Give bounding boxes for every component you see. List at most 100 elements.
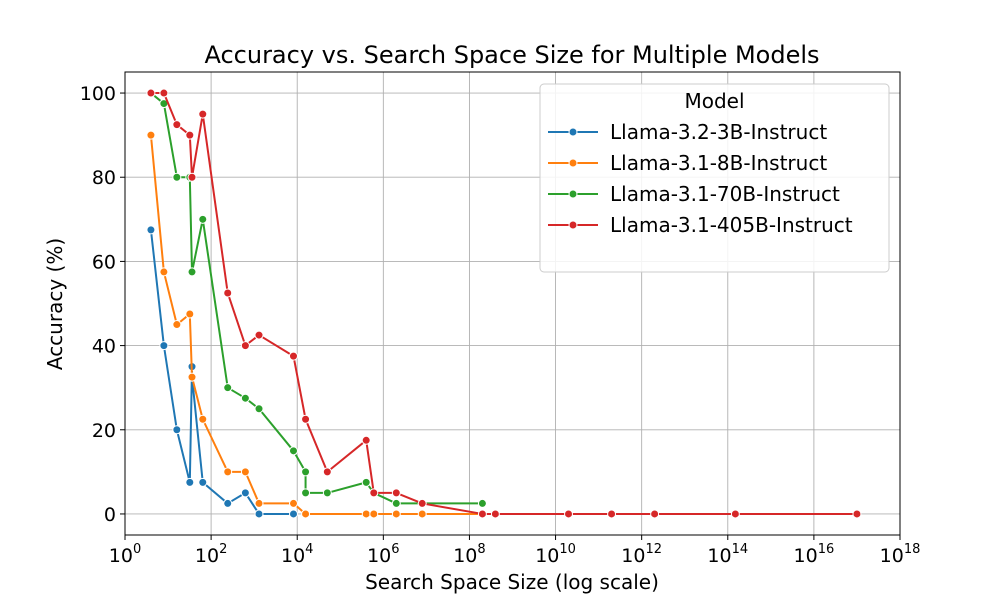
series-layer: [146, 88, 862, 519]
data-point: [417, 498, 427, 508]
data-point: [369, 509, 379, 519]
legend-item: Llama-3.2-3B-Instruct: [548, 120, 827, 144]
data-point: [288, 509, 298, 519]
x-tick-label: 102: [195, 542, 227, 567]
legend: Model Llama-3.2-3B-Instruct Llama-3.1-8B-I…: [539, 83, 890, 273]
legend-item: Llama-3.1-8B-Instruct: [548, 151, 827, 175]
y-tick-label: 60: [92, 251, 116, 273]
data-point: [852, 509, 862, 519]
data-point: [391, 498, 401, 508]
x-tick-exponent: 0: [133, 542, 141, 557]
data-point: [564, 509, 574, 519]
data-point: [417, 509, 427, 519]
y-tick-label: 40: [92, 336, 116, 358]
data-point: [288, 351, 298, 361]
data-point: [198, 414, 208, 424]
data-point: [322, 488, 332, 498]
y-tick-label: 100: [80, 83, 116, 105]
data-point: [172, 320, 182, 330]
data-point: [146, 225, 156, 235]
plot-frame: [124, 71, 901, 536]
data-point: [185, 309, 195, 319]
data-point: [223, 383, 233, 393]
x-tick-base: 10: [535, 545, 559, 567]
x-tick-base: 10: [621, 545, 645, 567]
series-line: [149, 135, 483, 515]
x-tick-base: 10: [794, 545, 818, 567]
legend-box: [539, 83, 890, 273]
data-point: [240, 467, 250, 477]
x-tick-label: 1016: [794, 542, 835, 567]
x-tick-label: 1018: [880, 542, 921, 567]
data-point: [187, 172, 197, 182]
series-llama-3-1-8b-instruct: [146, 130, 487, 519]
x-tick-base: 10: [109, 545, 133, 567]
data-point: [288, 446, 298, 456]
data-point: [198, 214, 208, 224]
legend-item: Llama-3.1-405B-Instruct: [548, 213, 853, 237]
data-point: [301, 467, 311, 477]
data-point: [254, 498, 264, 508]
legend-swatch-marker: [568, 158, 578, 168]
data-point: [254, 404, 264, 414]
data-point: [172, 425, 182, 435]
data-point: [240, 393, 250, 403]
data-point: [159, 341, 169, 351]
data-point: [223, 288, 233, 298]
data-point: [361, 477, 371, 487]
x-tick-label: 1010: [535, 542, 576, 567]
data-point: [477, 509, 487, 519]
data-point: [301, 488, 311, 498]
x-tick-exponent: 6: [391, 542, 399, 557]
x-tick-exponent: 18: [904, 542, 921, 557]
data-point: [146, 130, 156, 140]
x-tick-base: 10: [453, 545, 477, 567]
data-point: [301, 509, 311, 519]
x-axis-label: Search Space Size (log scale): [365, 570, 659, 594]
legend-label: Llama-3.1-70B-Instruct: [610, 182, 840, 206]
x-tick-label: 1012: [621, 542, 662, 567]
x-tick-base: 10: [195, 545, 219, 567]
legend-label: Llama-3.1-8B-Instruct: [610, 151, 827, 175]
data-point: [159, 267, 169, 277]
data-point: [159, 88, 169, 98]
data-point: [477, 498, 487, 508]
y-tick-label: 0: [104, 504, 116, 526]
x-tick-exponent: 4: [305, 542, 313, 557]
x-tick-base: 10: [367, 545, 391, 567]
x-axis: 100 102 104 106 108 1010 1012 1014 1016 1018: [109, 535, 921, 567]
x-tick-exponent: 2: [219, 542, 227, 557]
data-point: [322, 467, 332, 477]
legend-swatch-marker: [568, 220, 578, 230]
legend-label: Llama-3.2-3B-Instruct: [610, 120, 827, 144]
data-point: [240, 488, 250, 498]
x-tick-base: 10: [707, 545, 731, 567]
data-point: [185, 130, 195, 140]
x-tick-label: 104: [281, 542, 313, 567]
data-point: [369, 488, 379, 498]
legend-item: Llama-3.1-70B-Instruct: [548, 182, 840, 206]
chart-title: Accuracy vs. Search Space Size for Multi…: [204, 41, 819, 69]
y-axis-label: Accuracy (%): [43, 238, 67, 370]
x-tick-label: 100: [109, 542, 141, 567]
x-tick-label: 1014: [707, 542, 748, 567]
data-point: [223, 498, 233, 508]
data-point: [185, 477, 195, 487]
data-point: [607, 509, 617, 519]
data-point: [198, 109, 208, 119]
data-point: [490, 509, 500, 519]
data-point: [730, 509, 740, 519]
y-tick-label: 20: [92, 420, 116, 442]
data-point: [172, 120, 182, 130]
data-point: [198, 477, 208, 487]
x-tick-exponent: 8: [477, 542, 485, 557]
x-tick-exponent: 14: [732, 542, 749, 557]
y-tick-label: 80: [92, 167, 116, 189]
legend-swatch-marker: [568, 127, 578, 137]
x-tick-exponent: 10: [559, 542, 576, 557]
data-point: [254, 330, 264, 340]
data-point: [301, 414, 311, 424]
series-llama-3-1-405b-instruct: [146, 88, 862, 519]
data-point: [650, 509, 660, 519]
